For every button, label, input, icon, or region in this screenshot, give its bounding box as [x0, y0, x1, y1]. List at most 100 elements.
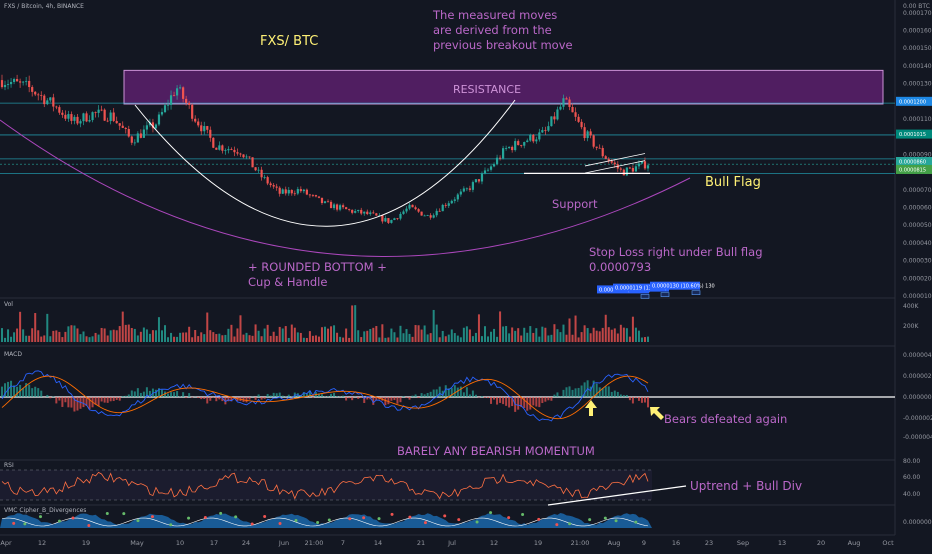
- vmc-dot: [204, 516, 207, 519]
- candle-body: [122, 126, 124, 128]
- volume-bar: [587, 328, 589, 342]
- rsi-panel-label: RSI: [4, 462, 14, 469]
- candle-body: [602, 148, 604, 156]
- macd-histogram-bar: [605, 386, 607, 397]
- macd-histogram-bar: [559, 396, 561, 397]
- volume-bar: [191, 337, 193, 342]
- candle-body: [107, 121, 109, 122]
- date-tick-label: Jun: [278, 539, 289, 547]
- subpanel-tick-label: 60.00: [903, 474, 920, 481]
- macd-histogram-bar: [191, 397, 193, 398]
- candle-body: [273, 185, 275, 186]
- candle-body: [176, 88, 178, 95]
- macd-histogram-bar: [581, 385, 583, 397]
- candle-body: [399, 214, 401, 219]
- macd-histogram-bar: [200, 397, 202, 399]
- candle-body: [593, 135, 595, 146]
- volume-bar: [617, 334, 619, 342]
- macd-histogram-bar: [49, 397, 51, 398]
- volume-bar: [572, 335, 574, 342]
- macd-histogram-bar: [155, 390, 157, 397]
- macd-histogram-bar: [387, 397, 389, 404]
- volume-bar: [206, 313, 208, 342]
- price-badge-label: 0.0000860: [899, 160, 926, 166]
- volume-bar: [125, 325, 127, 342]
- candle-body: [372, 212, 374, 213]
- candle-body: [248, 157, 250, 158]
- volume-bar: [324, 327, 326, 342]
- stop-loss-note: Stop Loss right under Bull flag 0.000079…: [589, 245, 763, 275]
- vmc-dot: [328, 518, 331, 521]
- price-badge-label: 0.0000815: [899, 167, 926, 173]
- volume-bar: [424, 325, 426, 342]
- volume-bar: [490, 332, 492, 342]
- macd-histogram-bar: [360, 397, 362, 398]
- date-tick-label: 10: [176, 539, 184, 547]
- candle-body: [55, 107, 57, 108]
- volume-bar: [357, 330, 359, 342]
- volume-bar: [406, 329, 408, 342]
- date-tick-label: 12: [38, 539, 46, 547]
- macd-histogram-bar: [209, 397, 211, 401]
- candle-body: [276, 187, 278, 188]
- price-badge-label: 0.0001200: [899, 99, 926, 105]
- candle-body: [113, 113, 115, 121]
- price-tick-label: 0.0000100: [903, 293, 932, 300]
- candle-body: [541, 130, 543, 132]
- candle-body: [233, 150, 235, 152]
- pair-annotation: FXS/ BTC: [260, 34, 318, 49]
- candle-body: [451, 201, 453, 203]
- volume-bar: [366, 331, 368, 342]
- volume-bar: [294, 328, 296, 342]
- macd-histogram-bar: [215, 397, 217, 401]
- volume-bar: [28, 336, 30, 342]
- volume-bar: [472, 336, 474, 342]
- candle-body: [182, 87, 184, 99]
- macd-histogram-bar: [31, 388, 33, 397]
- candle-body: [544, 130, 546, 131]
- candle-body: [333, 204, 335, 208]
- macd-histogram-bar: [261, 397, 263, 400]
- candle-body: [64, 115, 66, 119]
- vmc-dot: [476, 520, 479, 523]
- volume-bar: [409, 334, 411, 342]
- volume-bar: [64, 332, 66, 342]
- candle-body: [194, 119, 196, 122]
- macd-histogram-bar: [212, 397, 214, 398]
- volume-bar: [565, 335, 567, 342]
- vmc-dot: [568, 522, 571, 525]
- candle-body: [556, 109, 558, 119]
- macd-histogram-bar: [348, 397, 350, 398]
- volume-bar: [170, 333, 172, 342]
- volume-bar: [620, 325, 622, 342]
- volume-bar: [218, 334, 220, 342]
- macd-histogram-bar: [430, 392, 432, 397]
- volume-bar: [182, 333, 184, 342]
- candle-body: [188, 103, 190, 105]
- vmc-dot: [251, 522, 254, 525]
- volume-bar: [89, 337, 91, 342]
- candle-body: [499, 158, 501, 159]
- macd-histogram-bar: [644, 397, 646, 403]
- candle-body: [469, 188, 471, 189]
- candle-body: [484, 170, 486, 173]
- macd-histogram-bar: [342, 396, 344, 397]
- candle-body: [239, 154, 241, 155]
- measured-move-box: [692, 291, 700, 295]
- volume-bar: [475, 333, 477, 342]
- candle-body: [363, 212, 365, 214]
- macd-histogram-bar: [122, 396, 124, 397]
- volume-bar: [418, 325, 420, 342]
- volume-bar: [529, 326, 531, 342]
- macd-histogram-bar: [70, 397, 72, 408]
- macd-histogram-bar: [55, 397, 57, 403]
- volume-bar: [158, 317, 160, 342]
- vmc-dot: [588, 518, 591, 521]
- volume-bar: [635, 328, 637, 342]
- volume-bar: [303, 338, 305, 342]
- macd-histogram-bar: [64, 397, 66, 402]
- candle-body: [629, 168, 631, 169]
